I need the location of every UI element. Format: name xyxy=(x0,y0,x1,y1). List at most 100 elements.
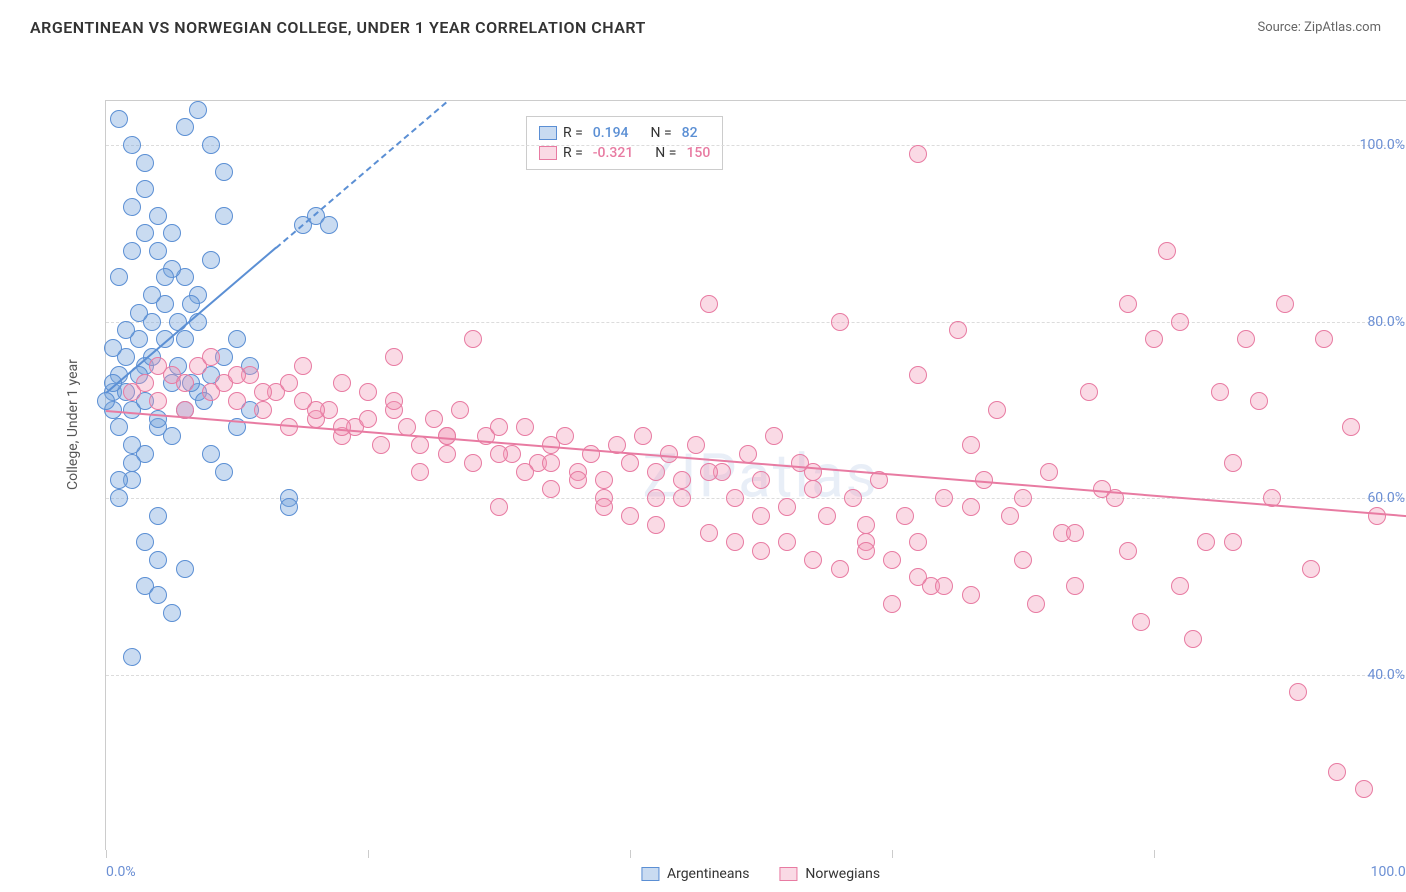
scatter-point xyxy=(988,401,1006,419)
scatter-point xyxy=(1001,507,1019,525)
scatter-point xyxy=(228,366,246,384)
scatter-point xyxy=(647,516,665,534)
scatter-point xyxy=(1315,330,1333,348)
scatter-point xyxy=(1342,418,1360,436)
scatter-point xyxy=(1171,313,1189,331)
legend-n-label: N = xyxy=(651,125,672,141)
scatter-point xyxy=(307,401,325,419)
scatter-point xyxy=(490,418,508,436)
scatter-point xyxy=(700,295,718,313)
scatter-point xyxy=(1197,533,1215,551)
scatter-point xyxy=(935,489,953,507)
scatter-point xyxy=(1289,683,1307,701)
scatter-point xyxy=(726,489,744,507)
scatter-point xyxy=(189,101,207,119)
scatter-point xyxy=(228,392,246,410)
scatter-point xyxy=(752,507,770,525)
trend-line xyxy=(276,101,448,248)
scatter-point xyxy=(359,410,377,428)
scatter-point xyxy=(1132,613,1150,631)
scatter-point xyxy=(123,242,141,260)
scatter-point xyxy=(1224,454,1242,472)
series-legend-norwegians: Norwegians xyxy=(779,866,880,882)
scatter-point xyxy=(215,207,233,225)
scatter-point xyxy=(569,471,587,489)
scatter-point xyxy=(1302,560,1320,578)
scatter-point xyxy=(700,463,718,481)
scatter-point xyxy=(1355,780,1373,798)
y-tick-label: 60.0% xyxy=(1367,490,1405,506)
scatter-point xyxy=(634,427,652,445)
legend-r-value-argentineans: 0.194 xyxy=(593,125,629,141)
scatter-point xyxy=(202,251,220,269)
legend-swatch-norwegians xyxy=(539,146,557,160)
correlation-legend: R = 0.194 N = 82 R = -0.321 N = 150 xyxy=(526,116,723,170)
scatter-point xyxy=(123,198,141,216)
scatter-point xyxy=(1027,595,1045,613)
scatter-point xyxy=(123,648,141,666)
scatter-point xyxy=(962,586,980,604)
scatter-point xyxy=(176,118,194,136)
source-label: Source: ZipAtlas.com xyxy=(1257,20,1381,35)
scatter-point xyxy=(647,463,665,481)
scatter-point xyxy=(1119,295,1137,313)
scatter-point xyxy=(556,427,574,445)
scatter-point xyxy=(804,480,822,498)
scatter-point xyxy=(752,542,770,560)
scatter-point xyxy=(143,286,161,304)
scatter-point xyxy=(130,304,148,322)
scatter-point xyxy=(660,445,678,463)
legend-n-label: N = xyxy=(655,145,676,161)
scatter-point xyxy=(1066,577,1084,595)
scatter-point xyxy=(909,568,927,586)
scatter-point xyxy=(752,471,770,489)
scatter-point xyxy=(110,268,128,286)
scatter-point xyxy=(136,224,154,242)
series-label: Norwegians xyxy=(805,866,880,882)
scatter-point xyxy=(123,136,141,154)
scatter-point xyxy=(202,445,220,463)
scatter-point xyxy=(621,454,639,472)
scatter-point xyxy=(202,348,220,366)
scatter-point xyxy=(595,471,613,489)
scatter-point xyxy=(149,410,167,428)
scatter-point xyxy=(438,445,456,463)
scatter-point xyxy=(136,374,154,392)
scatter-point xyxy=(962,436,980,454)
scatter-point xyxy=(280,498,298,516)
scatter-point xyxy=(123,454,141,472)
gridline xyxy=(106,145,1406,146)
scatter-point xyxy=(163,427,181,445)
scatter-point xyxy=(490,445,508,463)
scatter-point xyxy=(1328,763,1346,781)
scatter-point xyxy=(136,180,154,198)
scatter-point xyxy=(844,489,862,507)
series-legend: Argentineans Norwegians xyxy=(641,866,880,882)
scatter-point xyxy=(280,418,298,436)
legend-swatch-argentineans xyxy=(539,126,557,140)
scatter-point xyxy=(804,463,822,481)
plot-area: ZIPatlas R = 0.194 N = 82 R = -0.321 N =… xyxy=(105,100,1406,850)
scatter-point xyxy=(542,454,560,472)
scatter-point xyxy=(962,498,980,516)
legend-swatch-icon xyxy=(641,867,659,881)
y-axis-label: College, Under 1 year xyxy=(65,359,81,490)
legend-n-value-argentineans: 82 xyxy=(682,125,698,141)
scatter-point xyxy=(883,595,901,613)
scatter-point xyxy=(176,374,194,392)
series-label: Argentineans xyxy=(667,866,749,882)
scatter-point xyxy=(1158,242,1176,260)
gridline xyxy=(106,322,1406,323)
scatter-point xyxy=(516,418,534,436)
scatter-point xyxy=(1211,383,1229,401)
chart-title: ARGENTINEAN VS NORWEGIAN COLLEGE, UNDER … xyxy=(30,18,646,37)
scatter-point xyxy=(202,136,220,154)
scatter-point xyxy=(1119,542,1137,560)
scatter-point xyxy=(149,392,167,410)
scatter-point xyxy=(542,480,560,498)
scatter-point xyxy=(896,507,914,525)
scatter-point xyxy=(136,533,154,551)
scatter-point xyxy=(909,366,927,384)
scatter-point xyxy=(1237,330,1255,348)
x-tick xyxy=(892,850,893,858)
